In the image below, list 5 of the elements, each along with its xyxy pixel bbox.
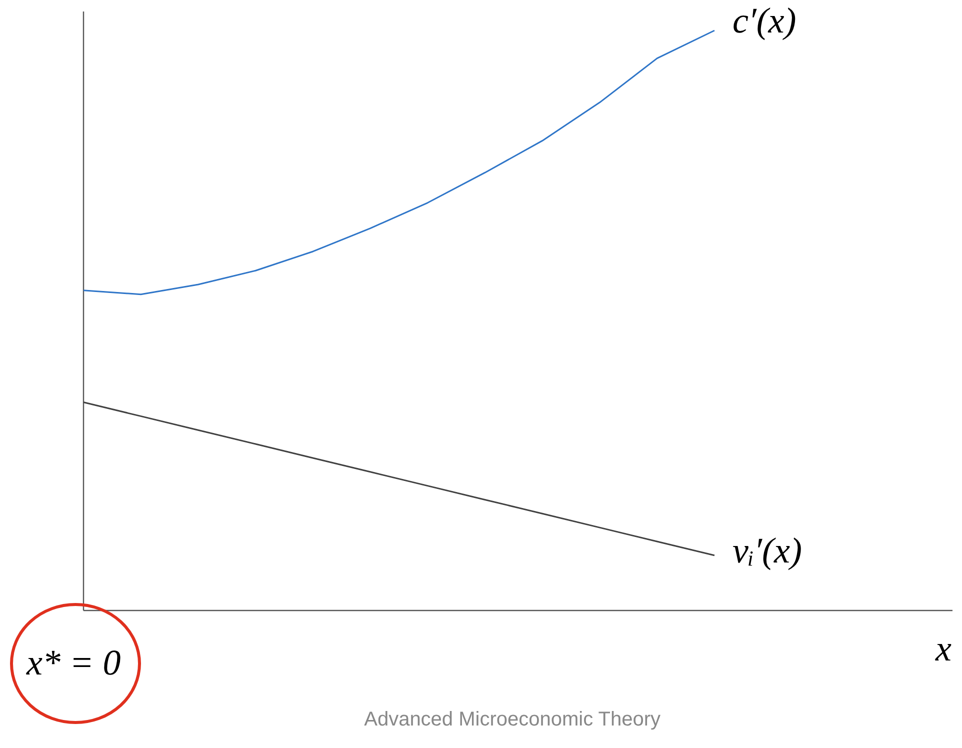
text: x* = 0 [26, 642, 121, 682]
series-label: vᵢ′(x) [732, 530, 802, 570]
text: x [934, 628, 952, 668]
series-label: c′(x) [732, 0, 796, 40]
text: Advanced Microeconomic Theory [364, 708, 661, 730]
